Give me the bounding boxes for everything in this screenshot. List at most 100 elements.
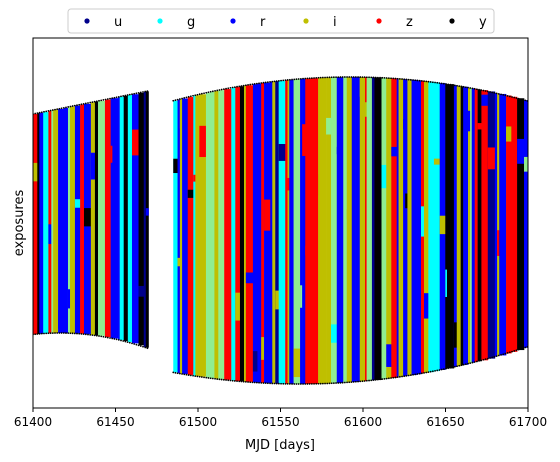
exposure-point — [135, 343, 138, 346]
exposure-point — [286, 382, 289, 385]
exposure-strip — [381, 77, 387, 380]
exposure-point — [271, 80, 274, 83]
exposure-strip — [511, 96, 518, 352]
exposure-point — [332, 76, 335, 79]
exposure-patch — [381, 164, 387, 189]
exposure-strip — [405, 79, 408, 377]
legend-marker-u — [84, 18, 90, 24]
exposure-patch — [346, 209, 353, 220]
exposure-point — [45, 110, 48, 113]
exposure-point — [93, 100, 96, 103]
exposure-point — [473, 87, 476, 90]
exposure-point — [207, 91, 210, 94]
exposure-point — [508, 95, 511, 98]
exposure-point — [181, 97, 183, 100]
exposure-strip — [131, 94, 139, 344]
x-tick-label: 61500 — [179, 415, 217, 429]
exposure-point — [71, 105, 74, 107]
exposure-point — [407, 374, 410, 377]
exposure-point — [297, 383, 300, 385]
exposure-point — [253, 381, 256, 384]
exposure-strip — [359, 77, 366, 382]
exposure-point — [480, 89, 483, 92]
exposure-point — [181, 373, 183, 375]
exposure-point — [144, 90, 147, 93]
exposure-strip — [123, 95, 129, 342]
exposure-patch — [245, 272, 254, 284]
exposure-point — [482, 89, 485, 92]
exposure-point — [91, 334, 94, 336]
exposure-point — [192, 374, 194, 377]
exposure-point — [396, 77, 399, 80]
exposure-point — [84, 102, 87, 105]
exposure-point — [280, 79, 282, 82]
exposure-point — [438, 82, 441, 84]
exposure-point — [346, 76, 348, 78]
exposure-point — [412, 79, 414, 81]
exposure-point — [40, 332, 43, 335]
exposure-point — [339, 381, 342, 384]
exposure-point — [407, 78, 410, 81]
exposure-patch — [177, 257, 181, 267]
exposure-point — [310, 383, 313, 385]
exposure-point — [236, 380, 238, 383]
legend-marker-z — [376, 18, 382, 24]
exposure-strip — [433, 82, 440, 372]
exposure-point — [396, 376, 399, 379]
exposure-strip — [33, 114, 38, 335]
exposure-point — [409, 374, 412, 377]
exposure-strip — [177, 99, 181, 374]
exposure-point — [122, 95, 125, 97]
exposure-strip — [70, 106, 76, 334]
exposure-point — [513, 350, 516, 352]
exposure-patch — [453, 322, 458, 348]
exposure-point — [192, 94, 194, 97]
exposure-point — [69, 332, 72, 335]
exposure-point — [98, 99, 100, 102]
exposure-point — [385, 377, 388, 380]
exposure-point — [458, 85, 461, 87]
exposure-point — [291, 78, 293, 81]
exposure-strip — [275, 81, 279, 384]
exposure-point — [471, 361, 474, 364]
exposure-point — [196, 375, 199, 378]
exposure-point — [324, 76, 326, 79]
exposure-patch — [275, 290, 279, 310]
exposure-point — [504, 94, 507, 97]
exposure-point — [464, 86, 467, 89]
exposure-point — [315, 382, 318, 385]
exposure-point — [420, 372, 423, 375]
exposure-point — [302, 77, 304, 80]
legend-label-g: g — [187, 15, 195, 30]
exposure-point — [511, 96, 513, 98]
exposure-point — [80, 103, 83, 106]
exposure-point — [354, 380, 357, 383]
legend-marker-y — [449, 18, 455, 24]
exposure-patch — [173, 158, 178, 174]
exposure-point — [354, 76, 357, 78]
exposure-point — [363, 380, 366, 382]
exposure-point — [113, 96, 116, 99]
legend-label-z: z — [406, 15, 413, 30]
exposure-point — [200, 92, 203, 95]
exposure-strip — [182, 98, 189, 374]
exposure-strip — [94, 101, 99, 336]
exposure-point — [146, 347, 149, 350]
exposure-point — [109, 97, 111, 100]
exposure-point — [200, 376, 203, 378]
exposure-point — [56, 108, 59, 111]
x-axis-label: MJD [days] — [245, 438, 315, 453]
exposure-point — [115, 96, 118, 99]
exposure-point — [288, 383, 291, 385]
exposure-point — [493, 355, 496, 358]
exposure-strip — [80, 104, 85, 334]
exposure-point — [40, 111, 43, 114]
exposure-point — [431, 370, 434, 373]
exposure-point — [429, 370, 432, 373]
exposure-point — [335, 382, 337, 384]
exposure-point — [58, 107, 61, 110]
exposure-point — [368, 379, 370, 382]
exposure-point — [370, 76, 373, 79]
legend-marker-r — [230, 18, 236, 24]
exposure-point — [187, 374, 190, 376]
